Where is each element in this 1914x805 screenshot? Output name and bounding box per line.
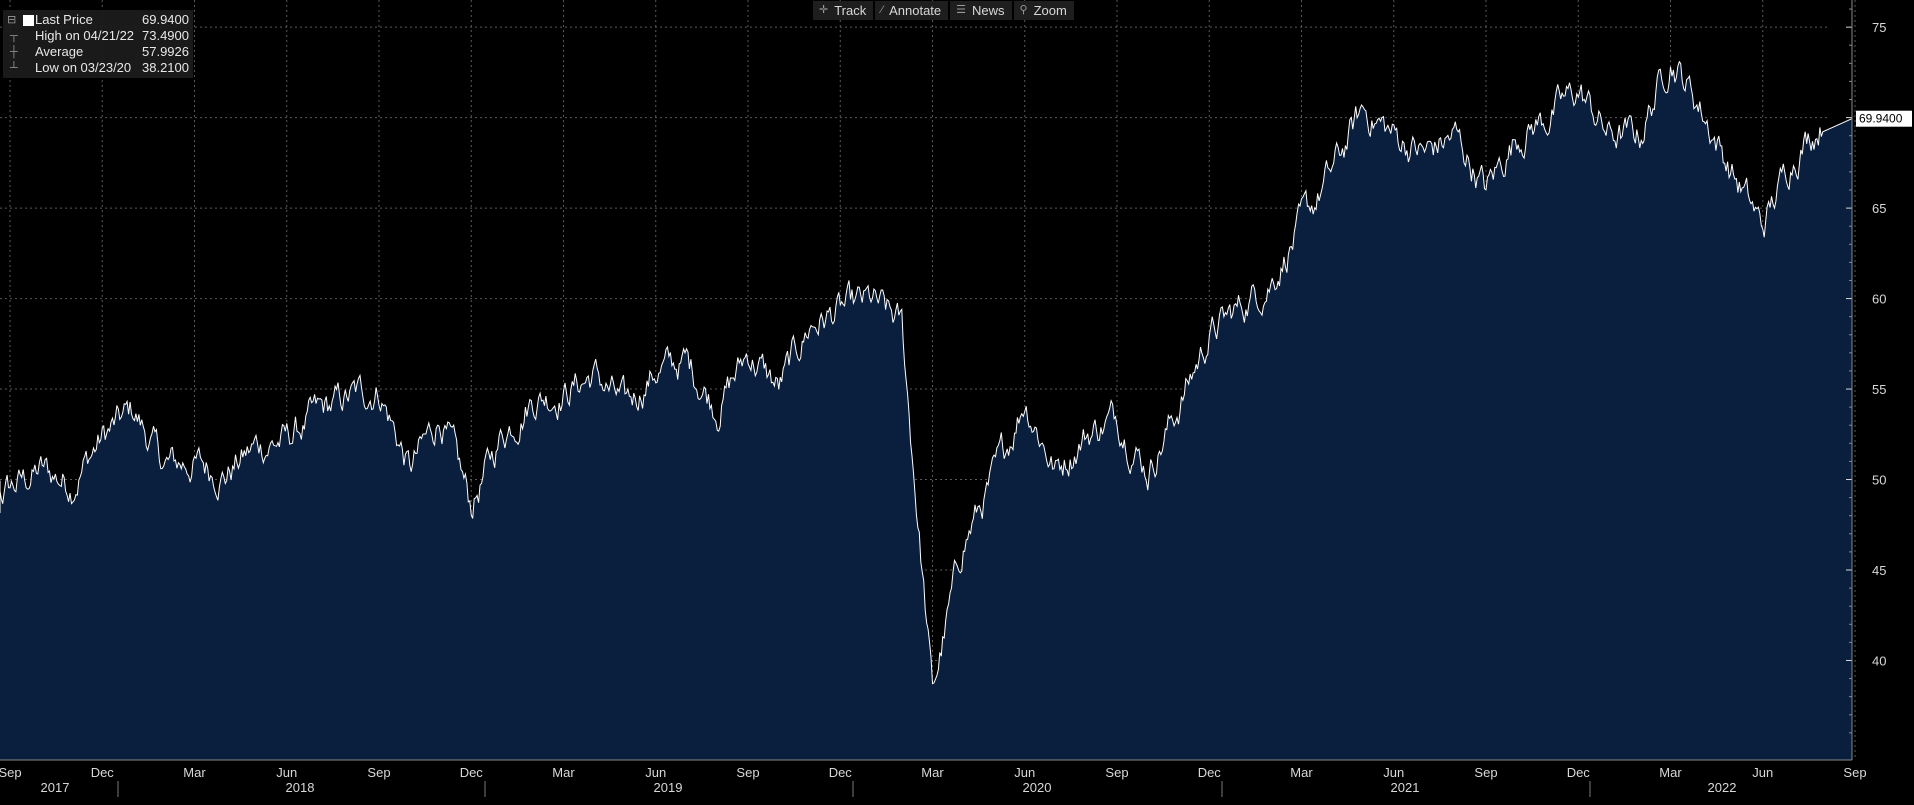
low-marker-icon: ┴ (7, 62, 18, 74)
x-month-label: Sep (736, 765, 759, 780)
magnifier-icon: ⚲ (1019, 4, 1028, 16)
legend-label: High on 04/21/22 (35, 28, 135, 43)
x-month-label: Jun (1383, 765, 1404, 780)
price-series-line (0, 60, 1853, 685)
news-label: News (972, 3, 1005, 18)
x-month-label: Sep (1474, 765, 1497, 780)
x-month-label: Mar (921, 765, 944, 780)
x-month-label: Jun (1752, 765, 1773, 780)
track-button[interactable]: ✛ Track (813, 1, 874, 20)
x-month-label: Dec (460, 765, 484, 780)
x-month-label: Dec (829, 765, 853, 780)
annotate-button[interactable]: ⁄ Annotate (875, 1, 949, 20)
chart-toolbar: ✛ Track ⁄ Annotate ☰ News ⚲ Zoom (813, 1, 1074, 20)
high-marker-icon: ┬ (7, 30, 18, 42)
x-year-label: 2022 (1708, 780, 1737, 795)
x-year-label: 2021 (1391, 780, 1420, 795)
zoom-button[interactable]: ⚲ Zoom (1013, 1, 1074, 20)
x-month-label: Sep (0, 765, 22, 780)
x-month-label: Mar (1659, 765, 1682, 780)
legend-row-high[interactable]: ┬ High on 04/21/22 73.4900 (7, 28, 189, 44)
x-month-label: Mar (552, 765, 575, 780)
x-month-label: Sep (1843, 765, 1866, 780)
y-tick-label: 65 (1872, 201, 1886, 216)
x-month-label: Jun (1014, 765, 1035, 780)
y-tick-label: 60 (1872, 292, 1886, 307)
annotate-label: Annotate (889, 3, 942, 18)
legend-value: 38.2100 (142, 60, 189, 75)
x-year-label: 2019 (654, 780, 683, 795)
x-year-label: 2017 (41, 780, 70, 795)
legend-label: Last Price (35, 12, 93, 27)
x-month-label: Mar (1290, 765, 1313, 780)
news-button[interactable]: ☰ News (950, 1, 1012, 20)
last-price-tag: 69.9400 (1859, 112, 1903, 126)
y-tick-label: 45 (1872, 563, 1886, 578)
zoom-label: Zoom (1033, 3, 1067, 18)
crosshair-icon: ✛ (819, 4, 829, 16)
news-icon: ☰ (956, 4, 967, 16)
price-area (0, 61, 1852, 761)
last-price-tag-layer: 69.9400 (1856, 110, 1912, 127)
chart-legend: ⊟ Last Price 69.9400 ┬ High on 04/21/22 … (3, 10, 193, 78)
x-month-label: Dec (1567, 765, 1591, 780)
y-tick-label: 55 (1872, 382, 1886, 397)
x-month-label: Sep (367, 765, 390, 780)
x-month-label: Dec (1198, 765, 1222, 780)
x-month-label: Dec (91, 765, 115, 780)
x-year-label: 2020 (1023, 780, 1052, 795)
x-month-label: Jun (276, 765, 297, 780)
last-price-tag-background (1856, 110, 1912, 127)
legend-row-average[interactable]: ┼ Average 57.9926 (7, 44, 189, 60)
legend-value: 69.9400 (142, 12, 189, 27)
legend-value: 57.9926 (142, 44, 189, 59)
average-marker-icon: ┼ (7, 46, 18, 58)
x-month-label: Jun (645, 765, 666, 780)
legend-row-low[interactable]: ┴ Low on 03/23/20 38.2100 (7, 60, 189, 76)
x-year-label: 2018 (286, 780, 315, 795)
x-month-label: Sep (1105, 765, 1128, 780)
legend-row-last-price[interactable]: ⊟ Last Price 69.9400 (7, 12, 189, 28)
track-label: Track (834, 3, 867, 18)
legend-label: Low on 03/23/20 (35, 60, 132, 75)
x-month-label: Mar (183, 765, 206, 780)
pencil-icon: ⁄ (881, 4, 884, 16)
expand-icon: ⊟ (7, 12, 35, 28)
legend-label: Average (35, 44, 84, 59)
axis-layer: 4045505560657075SepDecMarJunSepDecMarJun… (0, 0, 1886, 797)
y-tick-label: 40 (1872, 653, 1886, 668)
legend-value: 73.4900 (142, 28, 189, 43)
series-swatch (23, 14, 35, 26)
y-tick-label: 75 (1872, 20, 1886, 35)
y-tick-label: 50 (1872, 473, 1886, 488)
